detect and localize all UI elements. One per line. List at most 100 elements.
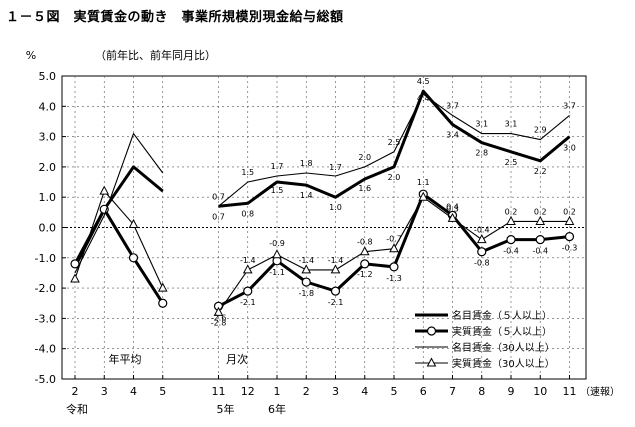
data-label: 0.2: [505, 207, 518, 216]
data-label: -2.1: [328, 298, 344, 307]
data-label: 1.5: [271, 186, 284, 195]
series-point-circle: [506, 235, 516, 245]
data-label: 2.8: [475, 149, 488, 158]
y-tick-label: -5.0: [35, 373, 56, 386]
data-label: -1.3: [386, 274, 402, 283]
data-label: -2.1: [240, 298, 256, 307]
data-label: 1.1: [417, 178, 430, 187]
data-label: -0.4: [532, 247, 548, 256]
data-label: 3.7: [446, 101, 459, 110]
data-label: -1.8: [298, 289, 314, 298]
label-layer: 0.7 0.8 1.5 1.4 1.0 1.6 2.0 4.5 3.4 2.8 2.5 2.2 3.0 -…: [211, 77, 578, 327]
legend-label: 名目賃金（30人以上）: [452, 341, 555, 354]
data-label: 1.5: [241, 168, 254, 177]
x-tick-label: 6: [420, 385, 427, 398]
data-label: -2.8: [211, 318, 227, 327]
series-line-1: [73, 207, 165, 305]
data-label: 3.4: [446, 130, 459, 139]
x-suffix-label: （速報）: [580, 386, 620, 398]
data-label: 2.0: [388, 173, 401, 182]
x-tick-label: 4: [130, 385, 137, 398]
data-label: -2.6: [211, 313, 227, 322]
data-label: -0.3: [562, 244, 578, 253]
x-tick-label: 10: [533, 385, 547, 398]
x-tick-label: 1: [274, 385, 281, 398]
x-era-label: 5年: [217, 402, 235, 416]
data-label: 3.0: [563, 144, 576, 153]
series-line-0: [218, 89, 571, 208]
series-point-triangle: [272, 249, 282, 259]
series-point-triangle: [418, 191, 429, 201]
y-tick-label: 4.0: [39, 100, 57, 113]
series-point-circle: [477, 247, 487, 257]
data-label: -0.4: [503, 247, 519, 256]
y-tick-label: 0.0: [39, 222, 57, 235]
data-label: 1.7: [329, 163, 342, 172]
data-label: -1.1: [269, 268, 285, 277]
y-note-label: （前年比、前年同月比）: [95, 48, 216, 62]
x-tick-label: 2: [303, 385, 310, 398]
legend-label: 実質賃金（30人以上）: [452, 357, 555, 370]
series-point-triangle: [70, 273, 80, 283]
series-point-triangle: [301, 264, 312, 274]
data-label: 1.7: [271, 162, 284, 171]
y-tick-label: -4.0: [35, 343, 56, 356]
x-tick-label: 7: [449, 385, 456, 398]
data-label: 2.0: [358, 153, 371, 162]
series-point-triangle: [476, 234, 487, 244]
data-label: 2.2: [534, 167, 547, 176]
x-era-label: 令和: [66, 402, 88, 416]
x-tick-label: 8: [478, 385, 485, 398]
data-label: -0.8: [357, 238, 373, 247]
series-line-0: [73, 165, 164, 268]
axis-layer: 5.0 4.0 3.0 2.0 1.0 0.0 -1.0 -2.0 -3.0 -4.0 -5.0 2 3…: [26, 48, 620, 416]
series-point-triangle: [564, 215, 575, 225]
x-tick-label: 12: [241, 385, 255, 398]
series-line-2: [218, 93, 570, 207]
data-label: 2.9: [534, 126, 547, 135]
data-label: -0.9: [269, 239, 285, 248]
data-label: 2.5: [388, 138, 401, 147]
x-era-label: 6年: [268, 402, 286, 416]
series-line-3: [74, 190, 164, 289]
series-point-circle: [564, 231, 575, 242]
series-point-triangle: [99, 185, 110, 195]
data-label: 3.7: [563, 101, 576, 110]
series-point-circle: [128, 253, 139, 263]
data-label: 0.2: [534, 207, 547, 216]
x-tick-label: 3: [332, 385, 339, 398]
series-line-2: [74, 133, 164, 274]
data-label: 1.0: [329, 203, 342, 212]
series-point-triangle: [389, 243, 399, 253]
data-label: -1.4: [240, 256, 256, 265]
data-label: -0.8: [474, 259, 490, 268]
series-point-circle: [301, 277, 311, 287]
series-point-triangle: [128, 218, 139, 228]
x-tick-label: 2: [72, 385, 79, 398]
series-point-circle: [360, 259, 370, 269]
series-point-circle: [389, 262, 399, 272]
data-label: 0.3: [446, 204, 459, 213]
data-label: 3.1: [505, 120, 518, 129]
data-label: 0.8: [241, 209, 254, 218]
x-tick-label: 5: [159, 385, 166, 398]
y-unit-label: %: [26, 49, 36, 62]
data-label: 3.1: [475, 120, 488, 129]
data-label: 0.7: [212, 212, 225, 221]
y-tick-label: 5.0: [39, 70, 57, 83]
figure-title: １－５図 実質賃金の動き 事業所規模別現金給与総額: [6, 10, 344, 25]
data-label: 1.8: [300, 159, 313, 168]
x-tick-label: 9: [508, 385, 515, 398]
data-label: 4.5: [417, 77, 430, 86]
data-label: -1.4: [328, 256, 344, 265]
x-tick-label: 4: [361, 385, 368, 398]
data-label: 1.4: [300, 191, 313, 200]
data-label: 4.4: [417, 94, 430, 103]
series-point-triangle: [359, 246, 370, 256]
section-label: 年平均: [109, 352, 142, 366]
series-point-circle: [243, 286, 253, 296]
data-label: 0.7: [212, 192, 225, 201]
legend-label: 実質賃金（５人以上）: [452, 325, 552, 338]
y-tick-label: -1.0: [35, 252, 56, 265]
